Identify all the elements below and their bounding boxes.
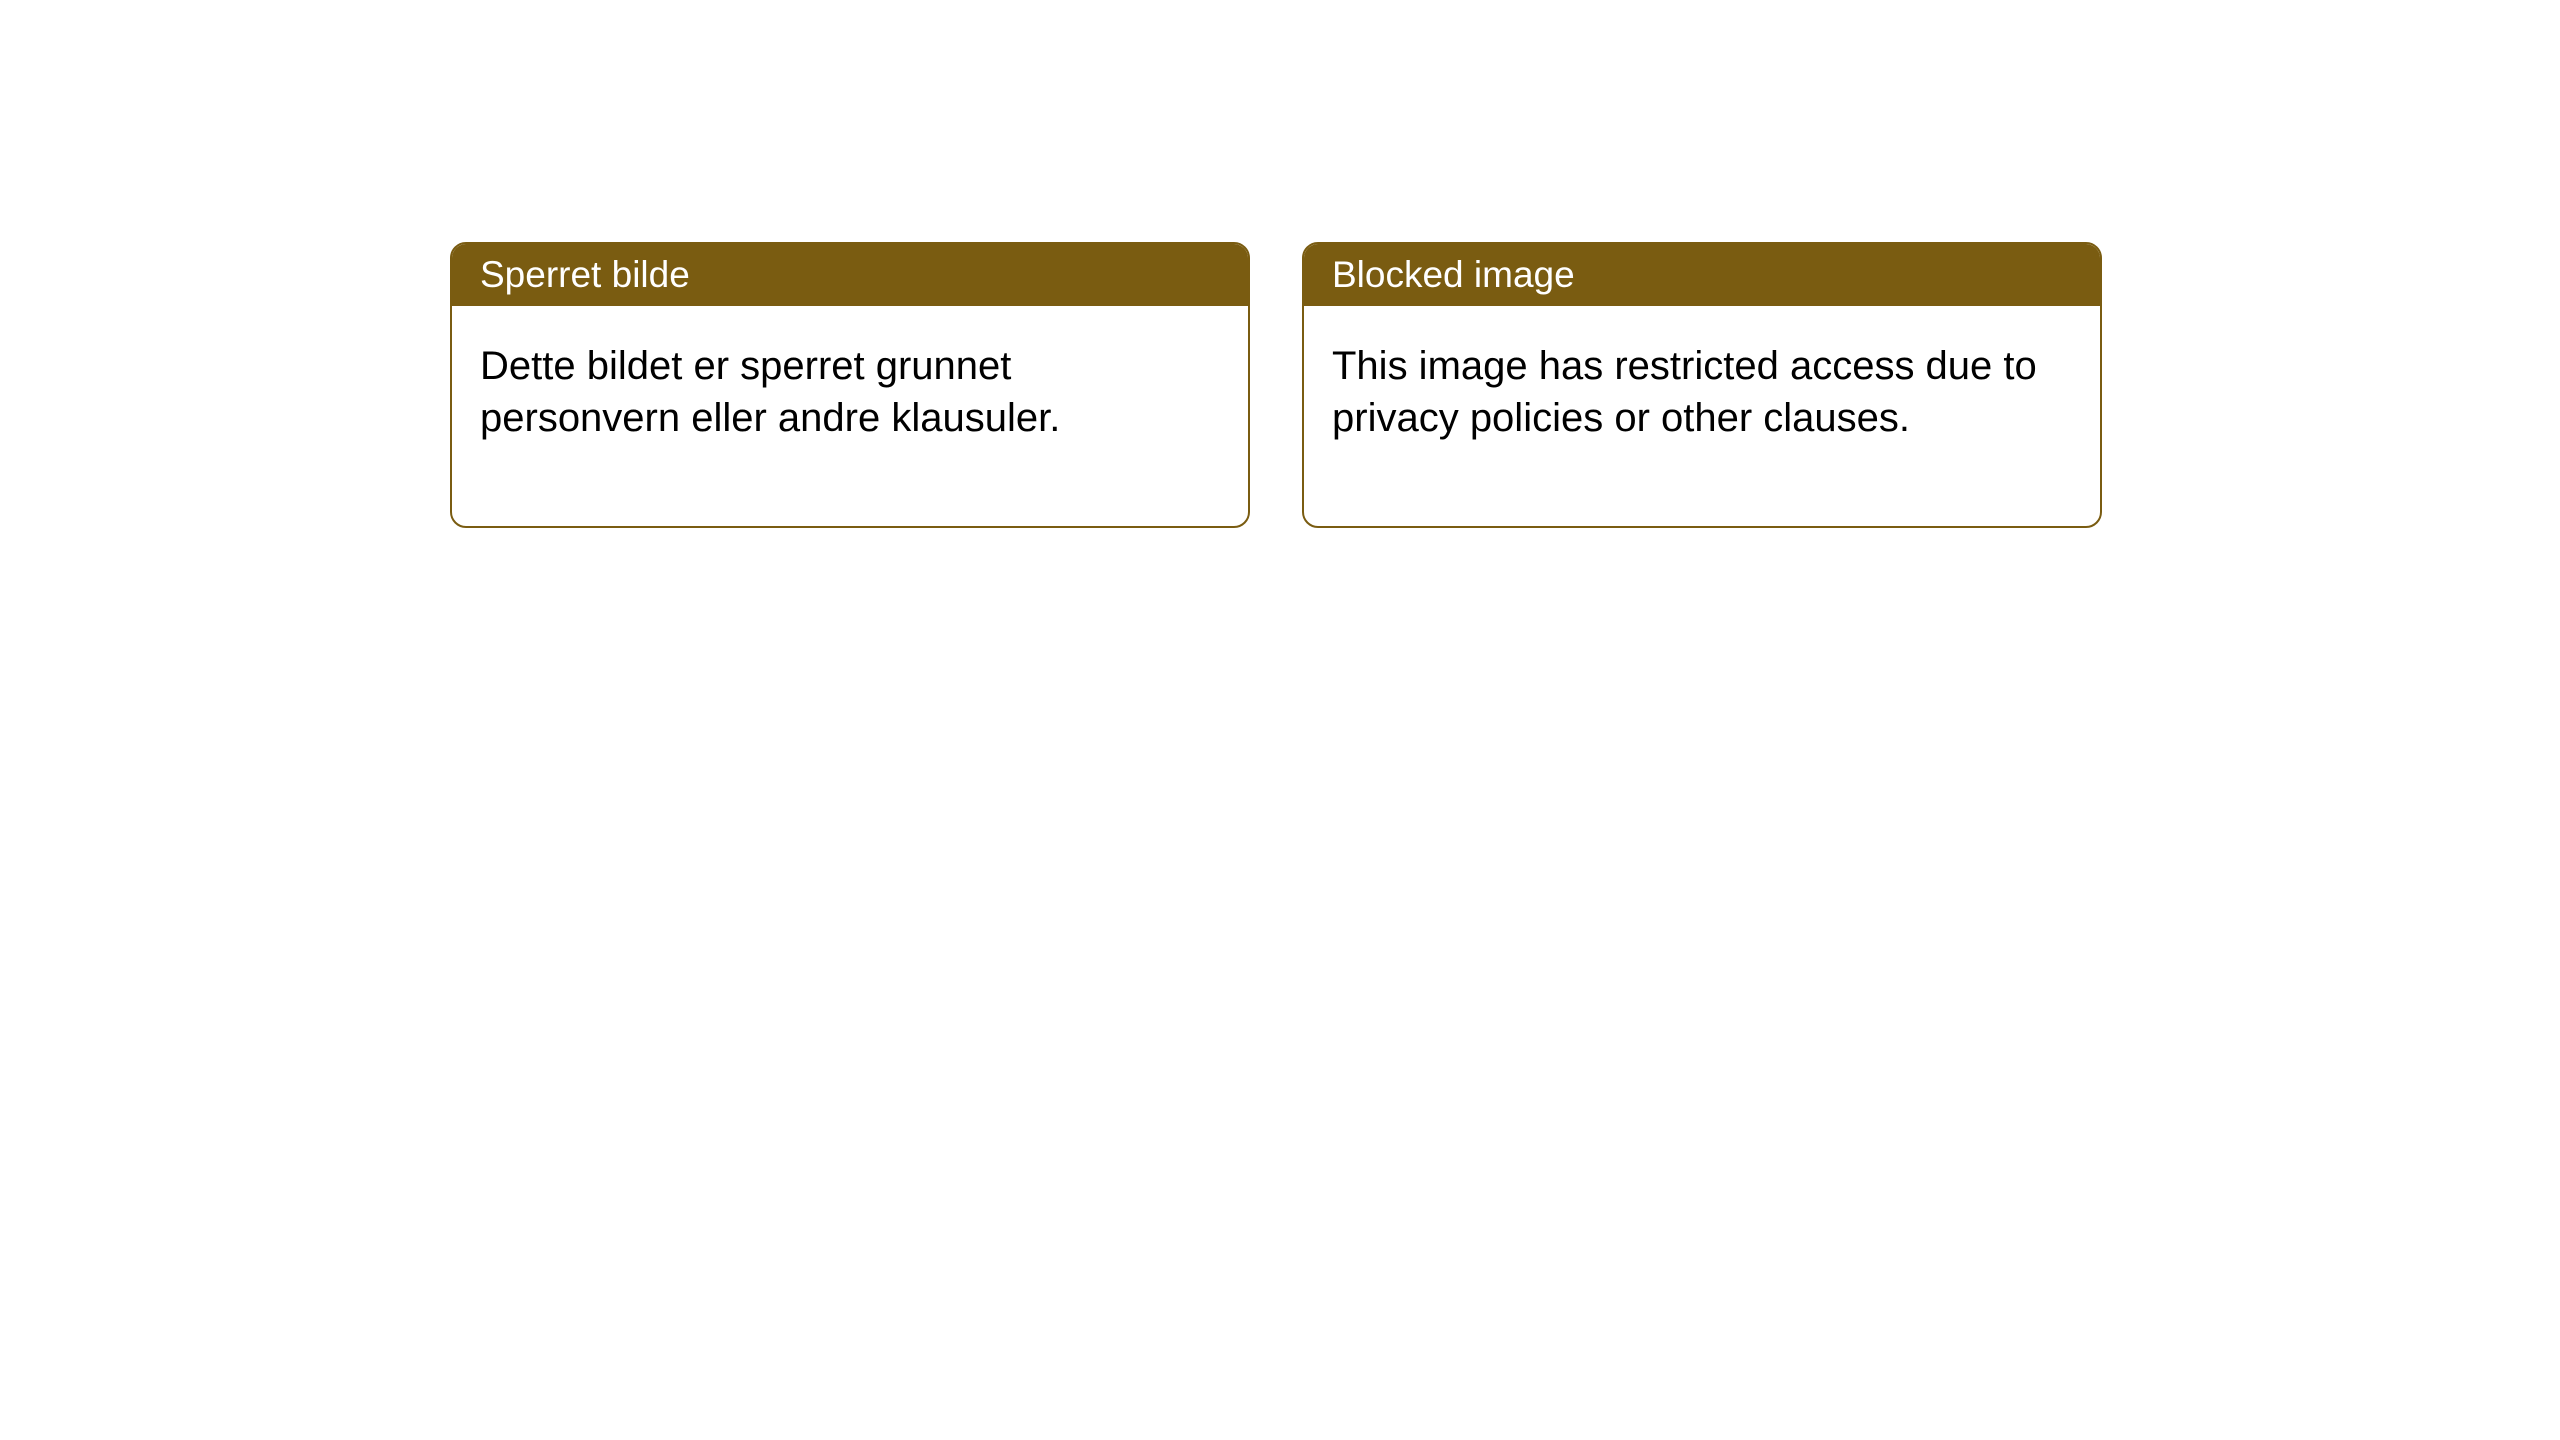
notice-card-container: Sperret bilde Dette bildet er sperret gr… xyxy=(450,242,2102,528)
notice-card-english: Blocked image This image has restricted … xyxy=(1302,242,2102,528)
notice-card-norwegian: Sperret bilde Dette bildet er sperret gr… xyxy=(450,242,1250,528)
card-body: This image has restricted access due to … xyxy=(1304,306,2100,526)
card-title: Sperret bilde xyxy=(480,254,690,295)
card-title: Blocked image xyxy=(1332,254,1575,295)
card-message: This image has restricted access due to … xyxy=(1332,344,2037,440)
card-header: Sperret bilde xyxy=(452,244,1248,306)
card-header: Blocked image xyxy=(1304,244,2100,306)
card-message: Dette bildet er sperret grunnet personve… xyxy=(480,344,1060,440)
card-body: Dette bildet er sperret grunnet personve… xyxy=(452,306,1248,526)
